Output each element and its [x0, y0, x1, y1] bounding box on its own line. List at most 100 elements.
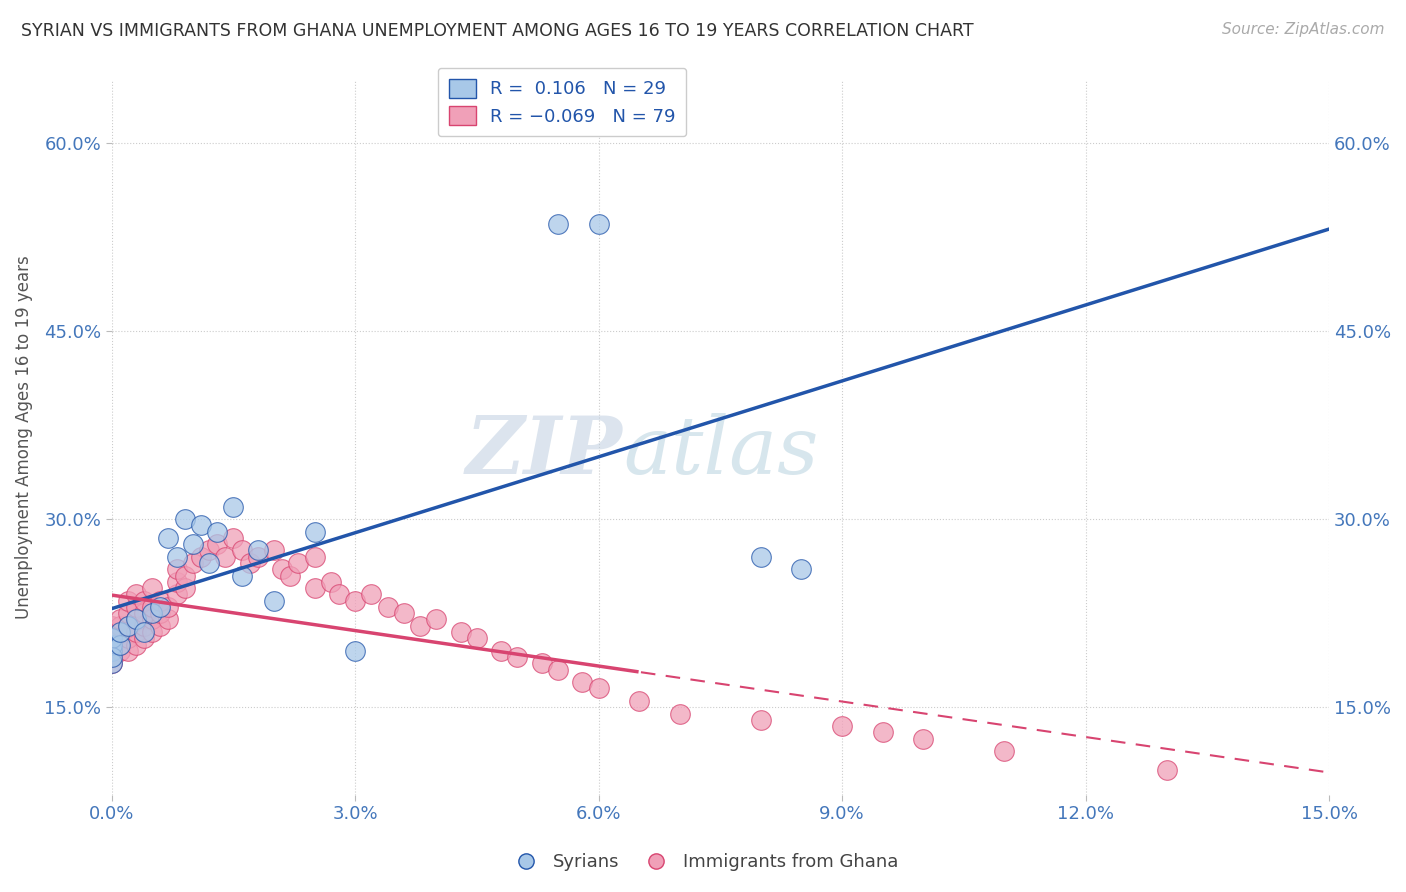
Point	[100, 625, 122, 640]
Point	[506, 650, 529, 665]
Point	[344, 644, 367, 658]
Point	[117, 618, 139, 632]
Point	[100, 632, 122, 646]
Point	[117, 632, 139, 646]
Point	[100, 618, 122, 632]
Point	[222, 500, 245, 514]
Point	[134, 632, 156, 646]
Point	[489, 644, 512, 658]
Point	[141, 581, 163, 595]
Point	[173, 512, 195, 526]
Legend: R =  0.106   N = 29, R = −0.069   N = 79: R = 0.106 N = 29, R = −0.069 N = 79	[437, 68, 686, 136]
Point	[181, 556, 204, 570]
Point	[319, 574, 342, 589]
Point	[134, 618, 156, 632]
Point	[108, 644, 131, 658]
Point	[214, 549, 236, 564]
Point	[149, 618, 172, 632]
Point	[141, 612, 163, 626]
Point	[231, 543, 253, 558]
Point	[166, 574, 188, 589]
Point	[328, 587, 350, 601]
Point	[166, 549, 188, 564]
Point	[100, 644, 122, 658]
Point	[205, 537, 228, 551]
Point	[108, 618, 131, 632]
Point	[100, 632, 122, 646]
Point	[108, 638, 131, 652]
Point	[108, 625, 131, 640]
Point	[100, 644, 122, 658]
Point	[141, 606, 163, 620]
Point	[166, 587, 188, 601]
Point	[181, 537, 204, 551]
Point	[263, 543, 285, 558]
Point	[278, 568, 301, 582]
Point	[100, 638, 122, 652]
Point	[465, 632, 488, 646]
Point	[134, 625, 156, 640]
Text: SYRIAN VS IMMIGRANTS FROM GHANA UNEMPLOYMENT AMONG AGES 16 TO 19 YEARS CORRELATI: SYRIAN VS IMMIGRANTS FROM GHANA UNEMPLOY…	[21, 22, 974, 40]
Point	[108, 638, 131, 652]
Point	[125, 612, 148, 626]
Point	[157, 531, 180, 545]
Point	[134, 593, 156, 607]
Point	[790, 562, 813, 576]
Point	[125, 638, 148, 652]
Point	[100, 650, 122, 665]
Point	[530, 657, 553, 671]
Point	[198, 556, 221, 570]
Point	[360, 587, 382, 601]
Point	[157, 599, 180, 614]
Point	[246, 543, 269, 558]
Point	[149, 593, 172, 607]
Point	[100, 657, 122, 671]
Point	[100, 638, 122, 652]
Point	[239, 556, 262, 570]
Point	[450, 625, 472, 640]
Point	[117, 618, 139, 632]
Point	[872, 725, 894, 739]
Point	[100, 650, 122, 665]
Point	[141, 625, 163, 640]
Text: Source: ZipAtlas.com: Source: ZipAtlas.com	[1222, 22, 1385, 37]
Point	[287, 556, 309, 570]
Point	[547, 218, 569, 232]
Point	[246, 549, 269, 564]
Point	[749, 713, 772, 727]
Text: atlas: atlas	[623, 413, 818, 491]
Point	[912, 731, 935, 746]
Point	[173, 581, 195, 595]
Point	[571, 675, 593, 690]
Point	[125, 625, 148, 640]
Point	[117, 606, 139, 620]
Point	[198, 543, 221, 558]
Point	[190, 549, 212, 564]
Point	[125, 599, 148, 614]
Point	[205, 524, 228, 539]
Point	[263, 593, 285, 607]
Point	[141, 599, 163, 614]
Point	[117, 593, 139, 607]
Point	[173, 568, 195, 582]
Point	[1156, 763, 1178, 777]
Point	[222, 531, 245, 545]
Point	[628, 694, 651, 708]
Point	[149, 599, 172, 614]
Point	[425, 612, 447, 626]
Point	[117, 644, 139, 658]
Point	[831, 719, 853, 733]
Point	[377, 599, 399, 614]
Point	[231, 568, 253, 582]
Legend: Syrians, Immigrants from Ghana: Syrians, Immigrants from Ghana	[501, 847, 905, 879]
Point	[149, 606, 172, 620]
Point	[125, 612, 148, 626]
Point	[166, 562, 188, 576]
Y-axis label: Unemployment Among Ages 16 to 19 years: Unemployment Among Ages 16 to 19 years	[15, 256, 32, 619]
Point	[190, 518, 212, 533]
Point	[100, 657, 122, 671]
Point	[588, 218, 610, 232]
Point	[588, 681, 610, 696]
Point	[304, 524, 326, 539]
Point	[157, 612, 180, 626]
